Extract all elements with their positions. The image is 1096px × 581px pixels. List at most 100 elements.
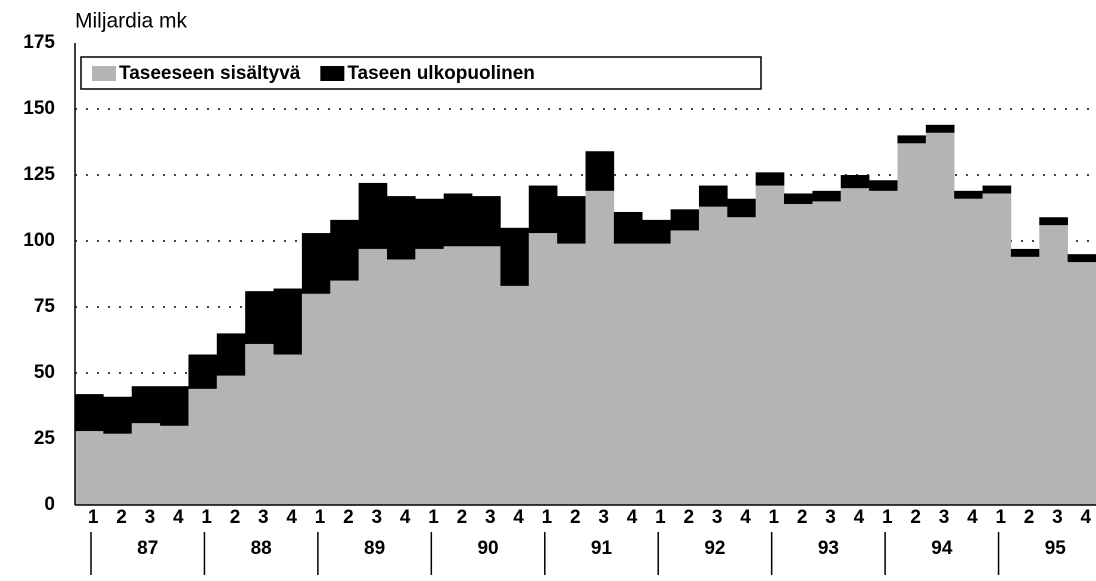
bar-segment [840, 188, 870, 505]
bar-segment [954, 190, 983, 199]
legend-swatch [320, 66, 345, 81]
bar-segment [188, 388, 218, 505]
legend-label: Taseeseen sisältyvä [119, 63, 301, 84]
x-tick-label: 1 [769, 507, 780, 528]
x-tick-label: 1 [428, 507, 439, 528]
bar-segment [500, 285, 530, 505]
y-tick-label: 100 [23, 230, 55, 251]
bar-segment [443, 246, 473, 505]
bar-segment [869, 180, 898, 191]
year-label: 95 [1045, 538, 1067, 559]
bar-segment [585, 151, 615, 191]
bar-segment [103, 396, 133, 434]
bar-segment [982, 193, 1012, 506]
bar-segment [642, 219, 671, 244]
legend-swatch [92, 66, 116, 81]
bar-segment [1067, 254, 1096, 263]
bar-segment [273, 288, 303, 355]
bar-segment [443, 193, 473, 247]
bar-segment [528, 185, 558, 234]
bar-segment [245, 291, 274, 344]
x-tick-label: 2 [1024, 507, 1035, 528]
y-tick-label: 50 [34, 362, 55, 383]
bar-segment [330, 219, 359, 281]
bar-segment [897, 143, 927, 505]
bar-segment [642, 243, 671, 505]
x-tick-label: 4 [627, 507, 638, 528]
bar-segment [472, 196, 501, 247]
x-tick-label: 4 [286, 507, 297, 528]
x-tick-label: 3 [258, 507, 269, 528]
x-tick-label: 2 [910, 507, 921, 528]
bar-segment [301, 233, 331, 294]
year-label: 91 [591, 538, 613, 559]
bar-segment [698, 185, 728, 207]
year-label: 94 [931, 538, 953, 559]
year-label: 90 [477, 538, 498, 559]
bar-segment [613, 243, 643, 505]
bar-segment [75, 394, 104, 432]
x-tick-label: 4 [854, 507, 865, 528]
x-tick-label: 1 [315, 507, 326, 528]
x-tick-label: 2 [230, 507, 241, 528]
x-tick-label: 2 [343, 507, 354, 528]
x-tick-label: 1 [995, 507, 1006, 528]
x-tick-label: 1 [882, 507, 893, 528]
bar-segment [330, 280, 359, 505]
bar-segment [75, 431, 104, 505]
bar-segment [727, 198, 756, 218]
x-tick-label: 3 [939, 507, 950, 528]
bar-segment [188, 354, 218, 389]
x-tick-label: 3 [485, 507, 496, 528]
bar-segment [415, 248, 444, 506]
year-label: 89 [364, 538, 385, 559]
x-tick-label: 4 [173, 507, 184, 528]
bar-segment [160, 425, 189, 505]
x-tick-label: 2 [797, 507, 808, 528]
bar-segment [1039, 225, 1068, 505]
x-tick-label: 3 [1052, 507, 1063, 528]
bar-segment [1067, 262, 1096, 505]
bar-segment [670, 209, 700, 231]
x-tick-label: 4 [967, 507, 978, 528]
x-tick-label: 3 [598, 507, 609, 528]
bar-segment [386, 196, 416, 260]
bar-segment [358, 182, 388, 249]
y-tick-label: 0 [44, 494, 55, 515]
y-tick-label: 175 [23, 32, 55, 53]
bar-segment [301, 293, 331, 505]
x-tick-label: 4 [740, 507, 751, 528]
x-tick-label: 1 [542, 507, 553, 528]
bar-segment [925, 132, 955, 505]
bar-segment [216, 375, 246, 505]
bar-segment [557, 196, 586, 244]
x-tick-label: 2 [570, 507, 581, 528]
x-tick-label: 3 [712, 507, 723, 528]
x-tick-label: 3 [825, 507, 836, 528]
year-label: 92 [704, 538, 725, 559]
bar-segment [698, 206, 728, 505]
bar-segment [982, 185, 1012, 194]
bar-segment [784, 193, 813, 205]
legend-box [80, 56, 762, 90]
bar-segment [216, 333, 246, 376]
bar-segment [897, 135, 927, 144]
y-axis-label: Miljardia mk [75, 10, 188, 33]
x-tick-label: 3 [145, 507, 156, 528]
bar-segment [925, 124, 955, 133]
bar-segment [954, 198, 983, 505]
legend-label: Taseen ulkopuolinen [347, 63, 535, 84]
bar-segment [613, 211, 643, 244]
bar-segment [1039, 217, 1068, 226]
x-tick-label: 1 [201, 507, 212, 528]
bar-segment [727, 217, 756, 506]
bar-segment [386, 259, 416, 505]
year-label: 87 [137, 538, 158, 559]
bar-segment [869, 190, 898, 505]
bar-segment [528, 233, 558, 505]
x-tick-label: 3 [372, 507, 383, 528]
bar-segment [1010, 256, 1040, 505]
bar-segment [160, 386, 189, 426]
bar-segment [358, 248, 388, 506]
